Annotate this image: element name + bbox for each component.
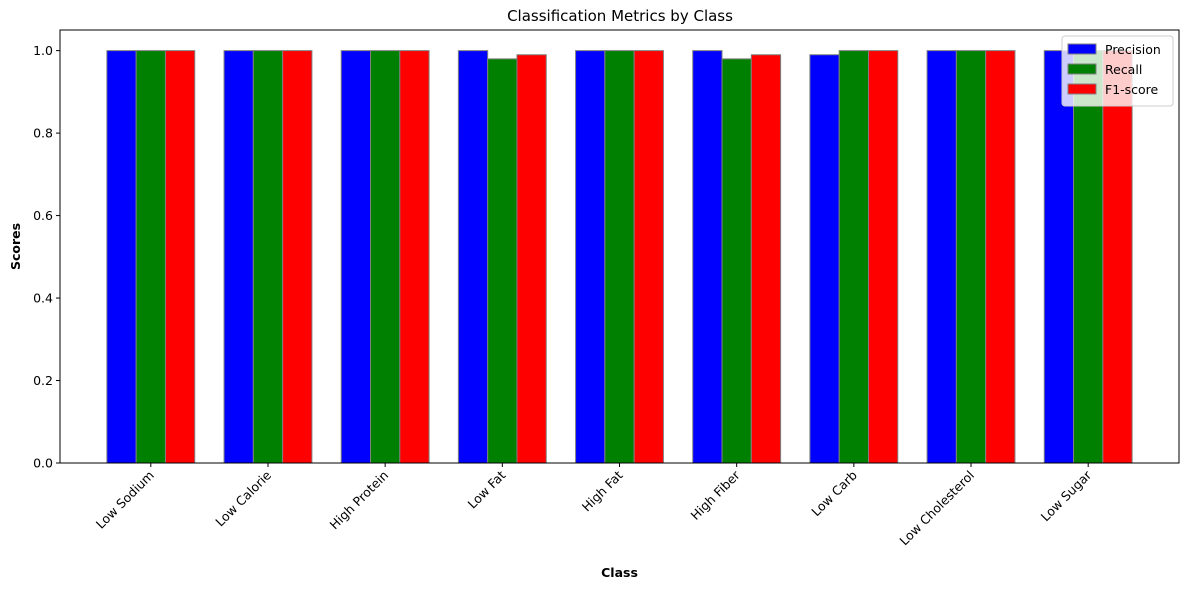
y-axis-label: Scores [8, 223, 23, 270]
x-axis: Low Sodium Low Calorie High Protein Low Fat… [93, 463, 1095, 548]
legend-label-f1-score: F1-score [1105, 82, 1159, 97]
x-tick-label-6: Low Carb [808, 467, 860, 519]
y-tick-label-2: 0.4 [33, 291, 53, 306]
bar-f1-score-0 [164, 50, 196, 464]
legend-label-precision: Precision [1105, 42, 1161, 57]
legend-label-recall: Recall [1105, 62, 1142, 77]
bar-recall-2 [370, 50, 401, 464]
y-tick-label-4: 0.8 [33, 126, 53, 141]
bar-f1-score-2 [399, 50, 430, 464]
legend-swatch-recall [1067, 63, 1097, 75]
bar-recall-6 [838, 50, 869, 464]
bar-f1-score-3 [516, 54, 547, 464]
x-tick-label-0: Low Sodium [93, 468, 157, 532]
x-axis-label: Class [601, 565, 638, 580]
bar-precision-8 [1043, 50, 1075, 464]
y-tick-label-0: 0.0 [33, 456, 53, 471]
bar-precision-0 [106, 50, 137, 464]
bar-f1-score-7 [985, 50, 1016, 464]
bar-f1-score-1 [282, 50, 313, 464]
bar-f1-score-4 [633, 50, 664, 464]
bar-precision-1 [223, 50, 254, 464]
x-tick-label-2: High Protein [327, 468, 392, 533]
x-tick-label-1: Low Calorie [212, 467, 274, 529]
bar-f1-score-8 [1102, 50, 1133, 464]
bars-layer [106, 50, 1133, 464]
bar-recall-0 [135, 50, 166, 464]
bar-f1-score-6 [867, 50, 899, 464]
chart-title: Classification Metrics by Class [507, 7, 733, 25]
x-tick-label-3: Low Fat [464, 467, 508, 511]
x-tick-label-5: High Fiber [687, 467, 743, 523]
legend-swatch-f1-score [1067, 83, 1097, 95]
bar-recall-8 [1073, 50, 1104, 464]
legend-swatch-precision [1067, 43, 1097, 55]
x-tick-label-8: Low Sugar [1038, 467, 1095, 524]
x-tick-label-7: Low Cholesterol [896, 468, 977, 549]
y-tick-label-5: 1.0 [33, 43, 53, 58]
bar-precision-7 [926, 50, 957, 464]
bar-recall-4 [604, 50, 635, 464]
plot-frame [59, 29, 1180, 464]
bar-recall-1 [252, 50, 284, 464]
bar-precision-4 [575, 50, 606, 464]
bar-precision-6 [809, 54, 840, 464]
bar-precision-3 [457, 50, 489, 464]
bar-f1-score-5 [750, 54, 782, 464]
bar-precision-2 [340, 50, 372, 464]
y-tick-label-3: 0.6 [33, 208, 53, 223]
legend: Precision Recall F1-score [1061, 35, 1174, 107]
bar-recall-7 [955, 50, 987, 464]
y-axis: 0.0 0.2 0.4 0.6 0.8 1.0 [33, 43, 60, 471]
bar-precision-5 [692, 50, 723, 464]
y-tick-label-1: 0.2 [33, 373, 53, 388]
x-tick-label-4: High Fat [579, 467, 626, 514]
bar-recall-5 [721, 58, 752, 464]
bar-recall-3 [487, 58, 518, 464]
